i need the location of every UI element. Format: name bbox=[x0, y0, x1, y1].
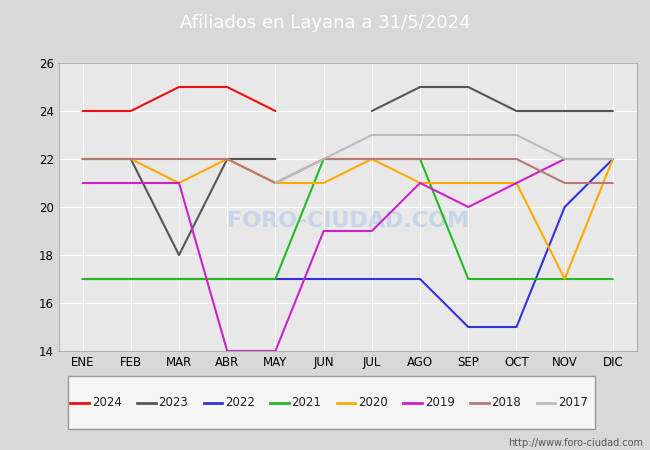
Text: FORO-CIUDAD.COM: FORO-CIUDAD.COM bbox=[227, 212, 469, 231]
Text: 2021: 2021 bbox=[291, 396, 321, 409]
Text: http://www.foro-ciudad.com: http://www.foro-ciudad.com bbox=[508, 438, 644, 448]
FancyBboxPatch shape bbox=[68, 376, 595, 429]
Text: 2022: 2022 bbox=[225, 396, 255, 409]
Text: 2017: 2017 bbox=[558, 396, 588, 409]
Text: 2019: 2019 bbox=[425, 396, 454, 409]
Text: 2018: 2018 bbox=[491, 396, 521, 409]
Text: 2020: 2020 bbox=[358, 396, 388, 409]
Text: Afiliados en Layana a 31/5/2024: Afiliados en Layana a 31/5/2024 bbox=[179, 14, 471, 32]
Text: 2024: 2024 bbox=[92, 396, 122, 409]
Text: 2023: 2023 bbox=[159, 396, 188, 409]
